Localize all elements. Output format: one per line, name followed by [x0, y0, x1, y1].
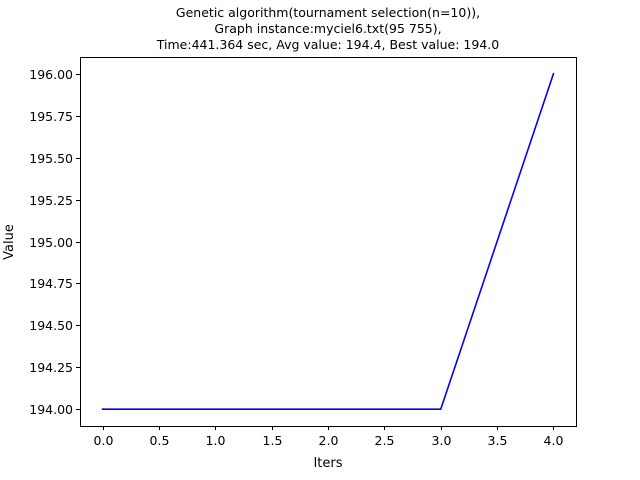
y-axis-label: Value — [2, 224, 17, 260]
chart-title: Genetic algorithm(tournament selection(n… — [156, 5, 499, 52]
y-tick-label: 195.00 — [29, 235, 73, 250]
y-tick-label: 195.75 — [29, 109, 73, 124]
y-tick-label: 194.25 — [29, 360, 73, 375]
y-tick-label: 195.50 — [29, 151, 73, 166]
x-tick-label: 0.0 — [94, 433, 114, 448]
x-axis-label: Iters — [313, 456, 342, 471]
y-tick-label: 194.50 — [29, 318, 73, 333]
plot-series-layer — [101, 72, 555, 411]
x-tick-label: 2.5 — [375, 433, 395, 448]
x-tick-label: 0.5 — [150, 433, 170, 448]
x-tick-label: 3.0 — [432, 433, 452, 448]
chart-title-line-1: Genetic algorithm(tournament selection(n… — [176, 5, 480, 20]
y-tick-label: 194.75 — [29, 276, 73, 291]
y-tick-label: 194.00 — [29, 402, 73, 417]
x-tick-label: 1.5 — [263, 433, 283, 448]
series-line — [101, 72, 555, 411]
chart-title-line-2: Graph instance:myciel6.txt(95 755), — [214, 21, 441, 36]
chart-title-line-3: Time:441.364 sec, Avg value: 194.4, Best… — [156, 37, 499, 52]
y-tick-label: 195.25 — [29, 193, 73, 208]
y-axis-ticks: 194.00 194.25 194.50 194.75 195.00 195.25 195.… — [29, 67, 80, 417]
x-tick-label: 2.0 — [319, 433, 339, 448]
x-tick-label: 1.0 — [206, 433, 226, 448]
x-tick-label: 3.5 — [488, 433, 508, 448]
plot-area-frame — [80, 57, 577, 427]
x-tick-label: 4.0 — [544, 433, 564, 448]
y-tick-label: 196.00 — [29, 67, 73, 82]
x-axis-ticks: 0.0 0.5 1.0 1.5 2.0 2.5 3.0 3.5 4.0 — [94, 426, 564, 448]
